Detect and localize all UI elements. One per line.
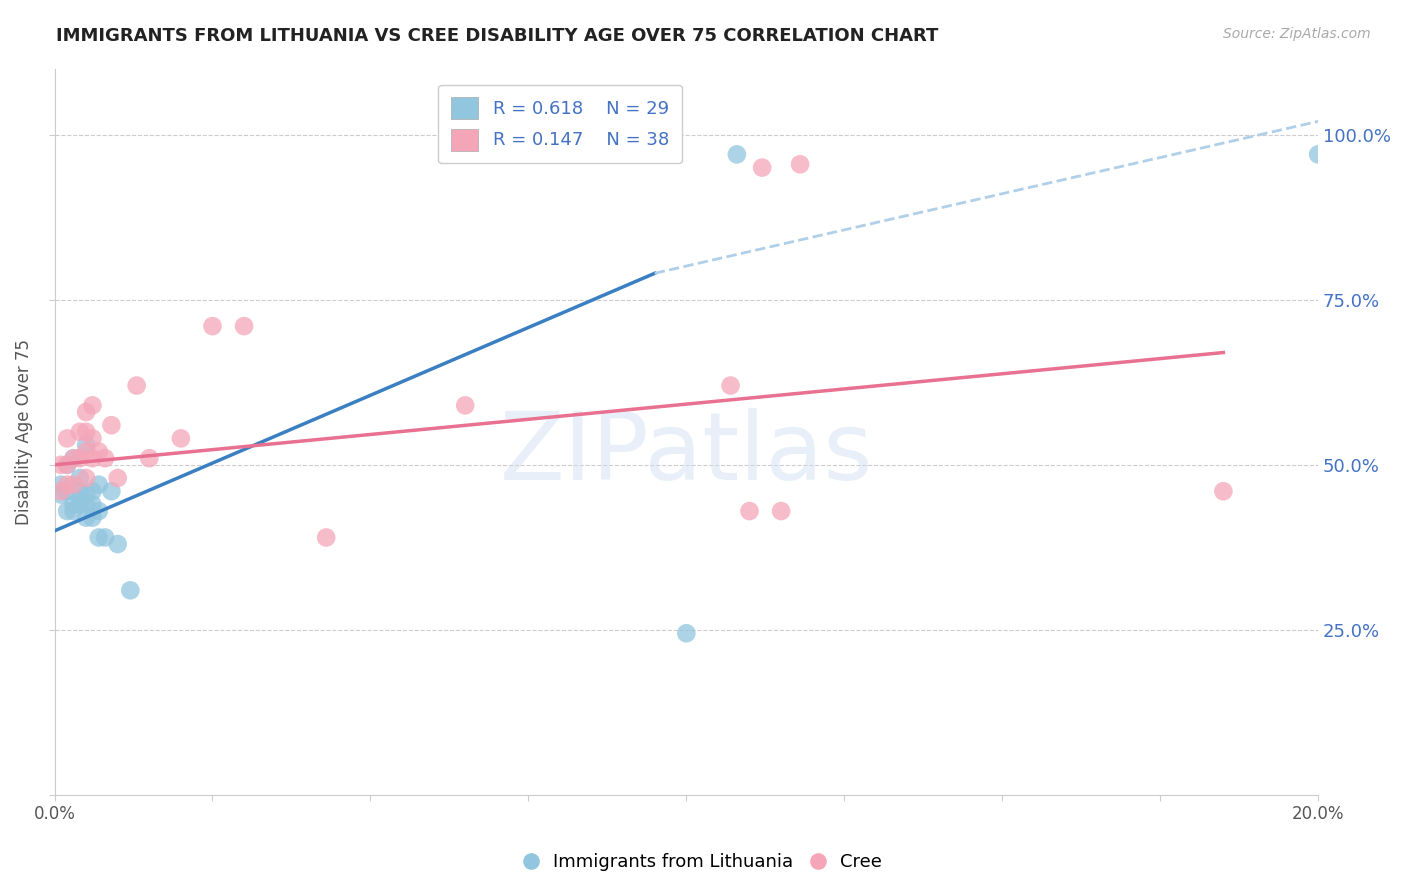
Point <box>75 425 97 439</box>
Point <box>770 504 793 518</box>
Point <box>315 531 337 545</box>
Point <box>87 504 110 518</box>
Point <box>49 487 72 501</box>
Point <box>751 161 773 175</box>
Y-axis label: Disability Age Over 75: Disability Age Over 75 <box>15 339 32 524</box>
Point <box>56 458 79 472</box>
Point <box>1308 147 1330 161</box>
Point <box>82 398 104 412</box>
Point <box>75 405 97 419</box>
Legend: R = 0.618    N = 29, R = 0.147    N = 38: R = 0.618 N = 29, R = 0.147 N = 38 <box>439 85 682 163</box>
Point <box>75 444 97 458</box>
Point <box>170 431 193 445</box>
Point <box>87 531 110 545</box>
Point <box>69 425 91 439</box>
Point <box>100 418 122 433</box>
Point <box>125 378 148 392</box>
Point <box>75 487 97 501</box>
Point <box>789 157 811 171</box>
Point <box>138 451 160 466</box>
Point <box>49 458 72 472</box>
Point <box>120 583 142 598</box>
Point <box>82 510 104 524</box>
Point <box>82 451 104 466</box>
Point <box>100 484 122 499</box>
Point <box>94 531 117 545</box>
Point <box>56 504 79 518</box>
Point <box>62 498 84 512</box>
Point <box>201 319 224 334</box>
Point <box>720 378 742 392</box>
Point <box>675 626 697 640</box>
Point <box>69 451 91 466</box>
Point <box>49 484 72 499</box>
Point <box>56 484 79 499</box>
Point <box>62 451 84 466</box>
Legend: Immigrants from Lithuania, Cree: Immigrants from Lithuania, Cree <box>517 847 889 879</box>
Text: ZIPatlas: ZIPatlas <box>499 408 873 500</box>
Point <box>82 484 104 499</box>
Point <box>107 537 129 551</box>
Point <box>107 471 129 485</box>
Point <box>69 491 91 505</box>
Point <box>454 398 477 412</box>
Point <box>233 319 256 334</box>
Point <box>75 498 97 512</box>
Point <box>82 498 104 512</box>
Point <box>49 477 72 491</box>
Point <box>69 471 91 485</box>
Point <box>69 484 91 499</box>
Point <box>94 451 117 466</box>
Point <box>56 431 79 445</box>
Point <box>87 444 110 458</box>
Point <box>69 498 91 512</box>
Point <box>87 477 110 491</box>
Point <box>62 477 84 491</box>
Point <box>62 451 84 466</box>
Text: IMMIGRANTS FROM LITHUANIA VS CREE DISABILITY AGE OVER 75 CORRELATION CHART: IMMIGRANTS FROM LITHUANIA VS CREE DISABI… <box>56 27 939 45</box>
Point <box>56 458 79 472</box>
Point <box>1212 484 1234 499</box>
Point <box>738 504 761 518</box>
Point <box>82 431 104 445</box>
Text: Source: ZipAtlas.com: Source: ZipAtlas.com <box>1223 27 1371 41</box>
Point <box>75 471 97 485</box>
Point <box>725 147 748 161</box>
Point <box>75 438 97 452</box>
Point <box>75 510 97 524</box>
Point <box>62 504 84 518</box>
Point <box>56 477 79 491</box>
